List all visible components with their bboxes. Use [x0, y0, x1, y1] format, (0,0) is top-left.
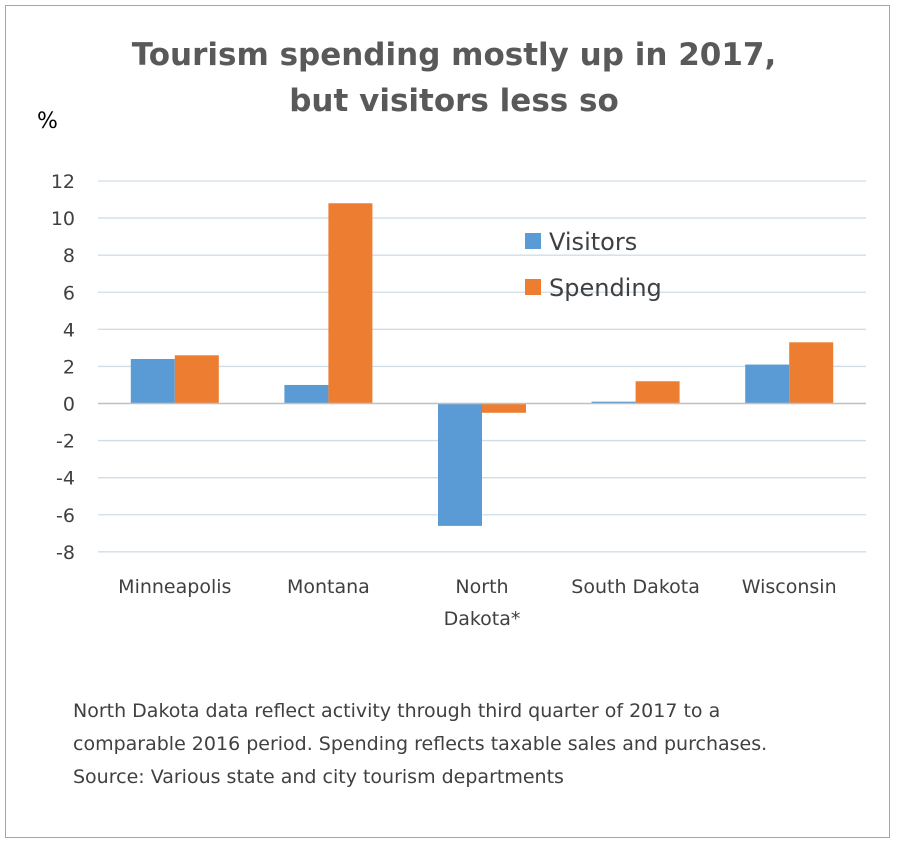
- footnote-line-2: comparable 2016 period. Spending reflect…: [73, 733, 768, 755]
- legend-label: Visitors: [549, 228, 637, 256]
- chart-title: Tourism spending mostly up in 2017, but …: [0, 32, 908, 124]
- bar-visitors: [284, 384, 329, 404]
- y-tick-label: 0: [63, 394, 75, 416]
- chart-title-line-2: but visitors less so: [289, 83, 619, 119]
- chart-footnote: North Dakota data reflect activity throu…: [73, 695, 873, 794]
- y-tick-label: 8: [63, 245, 75, 267]
- footnote-line-3: Source: Various state and city tourism d…: [73, 766, 564, 788]
- bar-visitors: [745, 364, 790, 404]
- bar-visitors: [591, 401, 636, 404]
- x-tick-label: South Dakota: [571, 576, 700, 598]
- legend-label: Spending: [549, 274, 662, 302]
- y-tick-label: 10: [51, 208, 75, 230]
- bar-visitors: [130, 359, 175, 404]
- y-tick-label: -2: [56, 431, 75, 453]
- y-tick-label: 12: [51, 171, 75, 193]
- footnote-line-1: North Dakota data reflect activity throu…: [73, 700, 721, 722]
- y-tick-label: -4: [56, 468, 75, 490]
- y-tick-label: 2: [63, 356, 75, 378]
- bar-spending: [635, 381, 680, 404]
- legend-swatch: [525, 279, 541, 295]
- bar-visitors: [438, 403, 482, 526]
- y-axis-label: %: [37, 109, 58, 134]
- legend-swatch: [525, 233, 541, 249]
- y-tick-label: 4: [63, 319, 75, 341]
- y-tick-label: -8: [56, 542, 75, 564]
- x-tick-label: Dakota*: [444, 608, 521, 630]
- y-tick-label: -6: [56, 505, 75, 527]
- bar-spending: [482, 403, 526, 413]
- x-tick-label: Minneapolis: [118, 576, 231, 598]
- y-tick-label: 6: [63, 282, 75, 304]
- x-tick-label: North: [455, 576, 508, 598]
- x-tick-label: Wisconsin: [742, 576, 837, 598]
- bar-spending: [328, 203, 373, 404]
- bar-spending: [789, 342, 834, 404]
- chart-title-line-1: Tourism spending mostly up in 2017,: [131, 37, 777, 73]
- x-tick-label: Montana: [287, 576, 370, 598]
- bar-spending: [174, 355, 219, 404]
